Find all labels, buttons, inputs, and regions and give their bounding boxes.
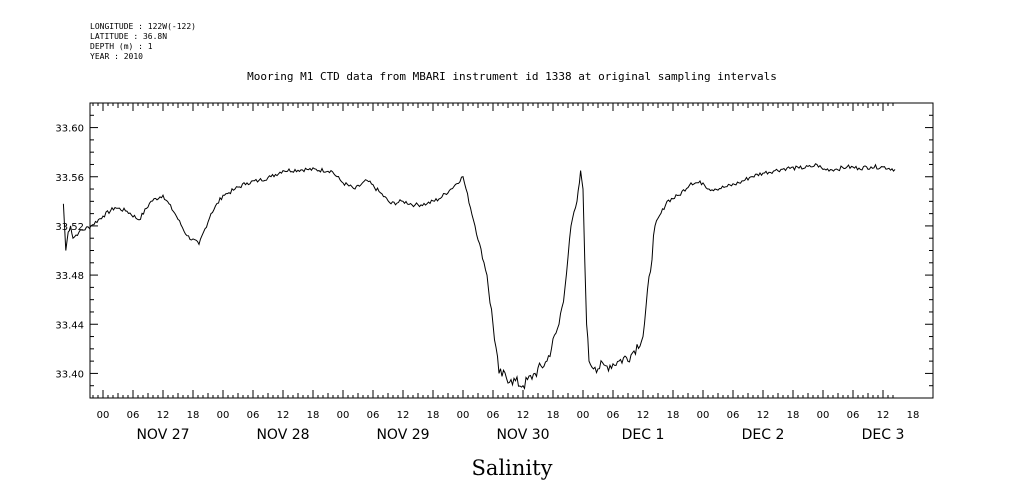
x-date-label: NOV 30: [496, 427, 549, 443]
latitude-label: LATITUDE : 36.8N: [90, 32, 167, 41]
x-hour-label: 00: [217, 410, 230, 421]
x-hour-label: 12: [517, 410, 530, 421]
x-hour-label: 00: [337, 410, 350, 421]
x-hour-label: 18: [907, 410, 920, 421]
x-axis-label: Salinity: [472, 456, 553, 480]
x-hour-label: 00: [97, 410, 110, 421]
x-date-label: NOV 29: [376, 427, 429, 443]
x-hour-label: 18: [427, 410, 440, 421]
y-tick-label: 33.52: [55, 222, 84, 233]
x-hour-label: 00: [817, 410, 830, 421]
axis-ticks: [90, 102, 933, 399]
x-hour-label: 06: [247, 410, 260, 421]
x-hour-label: 12: [277, 410, 290, 421]
x-hour-label: 18: [547, 410, 560, 421]
x-hour-label: 06: [367, 410, 380, 421]
x-hour-label: 00: [697, 410, 710, 421]
x-hour-label: 18: [787, 410, 800, 421]
salinity-series-line: [62, 163, 896, 390]
longitude-label: LONGITUDE : 122W(-122): [90, 22, 196, 31]
depth-label: DEPTH (m) : 1: [90, 42, 153, 51]
x-hour-label: 06: [607, 410, 620, 421]
y-tick-label: 33.60: [55, 124, 84, 135]
y-tick-label: 33.48: [55, 271, 84, 282]
x-hour-label: 06: [127, 410, 140, 421]
x-hour-label: 12: [157, 410, 170, 421]
x-hour-label: 18: [307, 410, 320, 421]
x-date-label: DEC 1: [622, 427, 665, 443]
x-axis: 00 06 12 18 00 06 12 18 00 06 12 18 00 06 12 18 00 06 12 18…: [97, 410, 920, 443]
x-hour-label: 06: [727, 410, 740, 421]
x-date-label: NOV 27: [136, 427, 189, 443]
x-date-label: DEC 3: [862, 427, 905, 443]
x-hour-label: 12: [397, 410, 410, 421]
x-hour-label: 12: [877, 410, 890, 421]
x-date-label: DEC 2: [742, 427, 785, 443]
x-hour-label: 18: [187, 410, 200, 421]
x-hour-label: 06: [847, 410, 860, 421]
x-hour-label: 12: [637, 410, 650, 421]
x-hour-label: 12: [757, 410, 770, 421]
year-label: YEAR : 2010: [90, 52, 143, 61]
y-tick-label: 33.40: [55, 369, 84, 380]
y-tick-label: 33.56: [55, 173, 84, 184]
plot-frame: [89, 102, 934, 399]
y-axis: 33.40 33.44 33.48 33.52 33.56 33.60: [55, 124, 84, 381]
chart-title: Mooring M1 CTD data from MBARI instrumen…: [247, 70, 777, 83]
x-hour-label: 00: [577, 410, 590, 421]
x-date-label: NOV 28: [256, 427, 309, 443]
x-hour-label: 00: [457, 410, 470, 421]
metadata-block: LONGITUDE : 122W(-122) LATITUDE : 36.8N …: [90, 22, 196, 61]
x-hour-label: 18: [667, 410, 680, 421]
y-tick-label: 33.44: [55, 320, 84, 331]
x-hour-label: 06: [487, 410, 500, 421]
